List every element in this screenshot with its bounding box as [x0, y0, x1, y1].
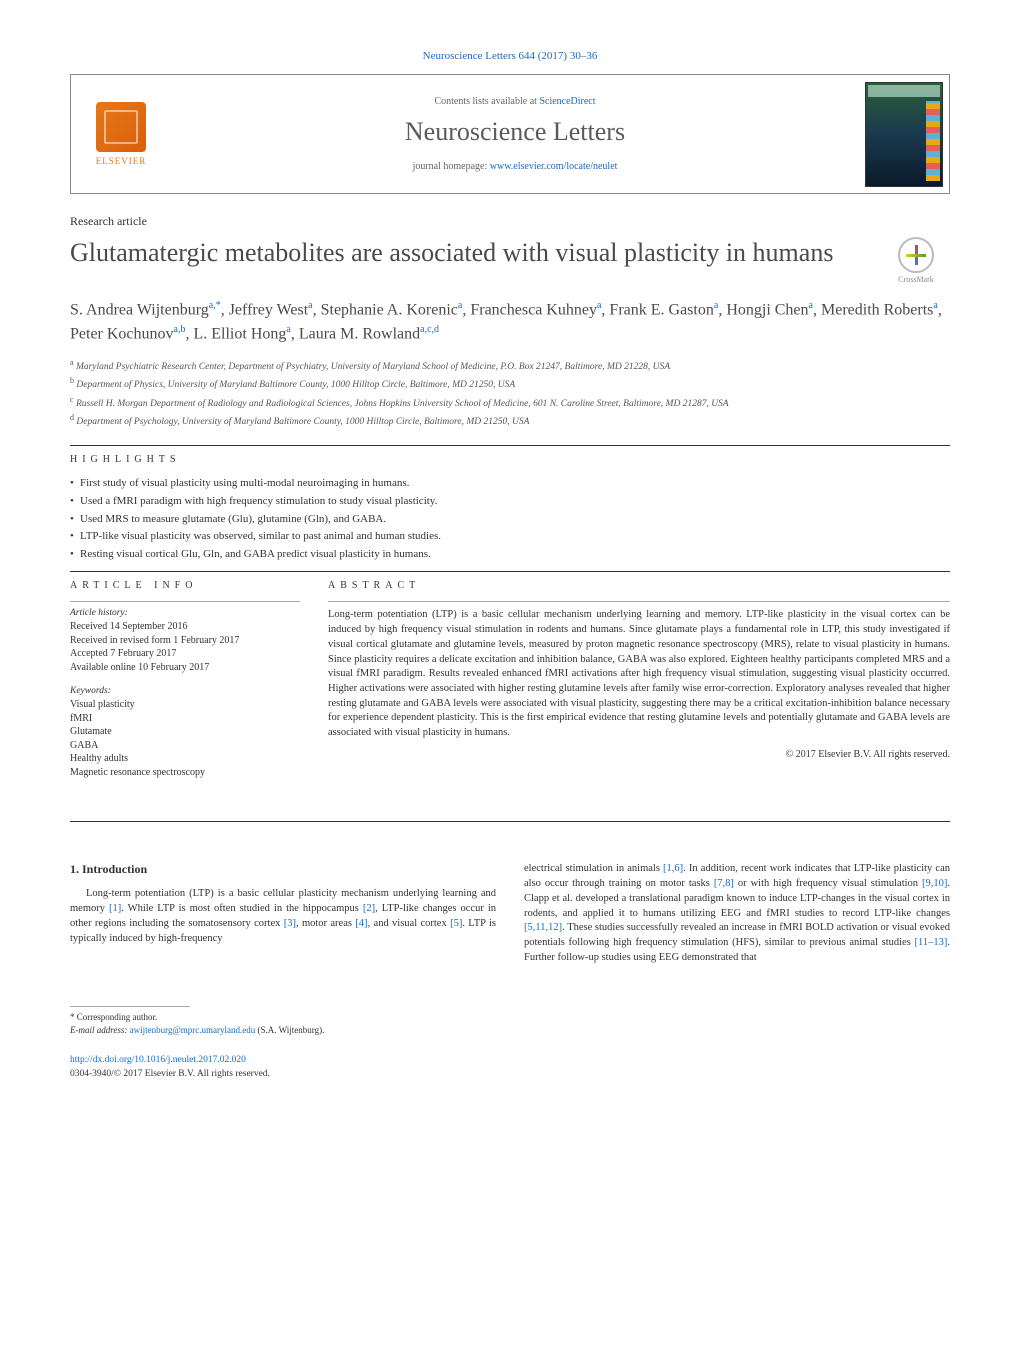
history-heading: Article history: — [70, 608, 300, 618]
corresponding-label: * Corresponding author. — [70, 1011, 496, 1024]
article-title: Glutamatergic metabolites are associated… — [70, 237, 882, 270]
crossmark-icon — [898, 237, 934, 273]
section-title: Introduction — [82, 862, 147, 876]
author-list: S. Andrea Wijtenburga,*, Jeffrey Westa, … — [70, 298, 950, 347]
doi-block: http://dx.doi.org/10.1016/j.neulet.2017.… — [70, 1054, 496, 1081]
highlight-item: Resting visual cortical Glu, Gln, and GA… — [70, 546, 950, 564]
journal-title: Neuroscience Letters — [405, 117, 625, 147]
abstract-copyright: © 2017 Elsevier B.V. All rights reserved… — [328, 749, 950, 760]
highlights-list: First study of visual plasticity using m… — [70, 475, 950, 563]
history-text: Received 14 September 2016Received in re… — [70, 620, 300, 674]
email-label: E-mail address: — [70, 1025, 130, 1035]
contents-prefix: Contents lists available at — [434, 96, 539, 107]
publisher-name: ELSEVIER — [96, 156, 147, 166]
email-suffix: (S.A. Wijtenburg). — [255, 1025, 324, 1035]
corresponding-author-block: * Corresponding author. E-mail address: … — [70, 1006, 496, 1036]
keywords-heading: Keywords: — [70, 686, 300, 696]
contents-line: Contents lists available at ScienceDirec… — [434, 96, 595, 107]
intro-heading: 1. Introduction — [70, 862, 496, 877]
journal-cover-thumbnail — [865, 82, 943, 187]
issn-line: 0304-3940/© 2017 Elsevier B.V. All right… — [70, 1069, 270, 1079]
article-type: Research article — [70, 214, 950, 229]
corresponding-email-link[interactable]: awijtenburg@mprc.umaryland.edu — [130, 1025, 256, 1035]
intro-paragraph-right: electrical stimulation in animals [1,6].… — [524, 862, 950, 965]
homepage-line: journal homepage: www.elsevier.com/locat… — [413, 161, 618, 172]
abstract-text: Long-term potentiation (LTP) is a basic … — [328, 608, 950, 740]
highlight-item: Used MRS to measure glutamate (Glu), glu… — [70, 511, 950, 529]
intro-paragraph-left: Long-term potentiation (LTP) is a basic … — [70, 887, 496, 946]
journal-header: ELSEVIER Contents lists available at Sci… — [70, 74, 950, 194]
crossmark-badge[interactable]: CrossMark — [882, 237, 950, 284]
affiliation-list: a Maryland Psychiatric Research Center, … — [70, 357, 950, 430]
elsevier-tree-icon — [96, 102, 146, 152]
highlight-item: Used a fMRI paradigm with high frequency… — [70, 493, 950, 511]
highlight-item: First study of visual plasticity using m… — [70, 475, 950, 493]
homepage-link[interactable]: www.elsevier.com/locate/neulet — [490, 161, 618, 172]
highlight-item: LTP-like visual plasticity was observed,… — [70, 528, 950, 546]
article-info-label: ARTICLE INFO — [70, 580, 300, 591]
publisher-logo-block: ELSEVIER — [71, 75, 171, 193]
doi-link[interactable]: http://dx.doi.org/10.1016/j.neulet.2017.… — [70, 1055, 246, 1065]
abstract-label: ABSTRACT — [328, 580, 950, 591]
header-citation: Neuroscience Letters 644 (2017) 30–36 — [70, 50, 950, 62]
crossmark-label: CrossMark — [898, 275, 934, 284]
sciencedirect-link[interactable]: ScienceDirect — [539, 96, 595, 107]
section-number: 1. — [70, 862, 79, 876]
keywords-text: Visual plasticityfMRIGlutamateGABAHealth… — [70, 698, 300, 779]
homepage-prefix: journal homepage: — [413, 161, 490, 172]
highlights-label: HIGHLIGHTS — [70, 454, 950, 465]
